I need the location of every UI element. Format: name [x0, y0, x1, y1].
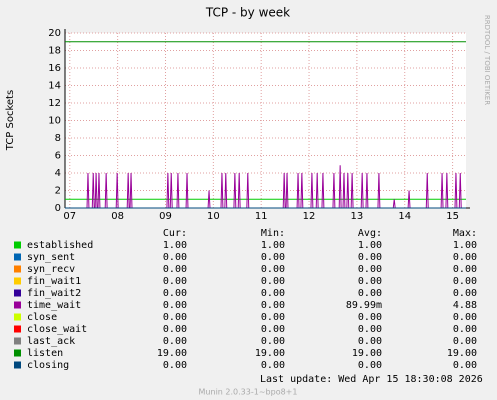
legend-stat: 0.00	[163, 288, 187, 299]
legend-swatch	[14, 289, 21, 297]
legend-label: last_ack	[27, 336, 75, 347]
legend-stat: 89.99m	[346, 300, 382, 311]
x-tick-label: 13	[351, 211, 364, 222]
legend-stat: 0.00	[261, 288, 285, 299]
legend-stat: 0.00	[163, 300, 187, 311]
legend-stat: 0.00	[261, 264, 285, 275]
legend-swatch	[14, 301, 21, 309]
y-tick-label: 16	[48, 63, 61, 74]
legend-stat: 0.00	[358, 276, 382, 287]
legend-stat: 1.00	[358, 240, 382, 251]
legend-stat: 4.88	[453, 300, 477, 311]
chart-title: TCP - by week	[205, 6, 290, 20]
legend-swatch	[14, 253, 21, 261]
y-tick-label: 6	[55, 151, 61, 162]
legend-swatch	[14, 325, 21, 333]
legend-label: syn_sent	[27, 252, 75, 263]
legend-swatch	[14, 277, 21, 285]
legend-stat: 0.00	[163, 252, 187, 263]
legend-label: listen	[27, 348, 63, 359]
y-tick-label: 10	[48, 116, 61, 127]
legend-stat: 0.00	[453, 336, 477, 347]
y-tick-label: 4	[55, 168, 61, 179]
legend-stat: 19.00	[447, 348, 477, 359]
legend-stat: 0.00	[261, 252, 285, 263]
y-axis-label: TCP Sockets	[5, 90, 16, 151]
legend-swatch	[14, 241, 21, 249]
legend-swatch	[14, 361, 21, 369]
legend-stat: 0.00	[358, 312, 382, 323]
legend-stat: 0.00	[261, 336, 285, 347]
legend-column-header: Min:	[261, 228, 285, 239]
legend-stat: 0.00	[453, 252, 477, 263]
legend-column-header: Avg:	[358, 228, 382, 239]
y-tick-label: 14	[48, 81, 61, 92]
legend-stat: 1.00	[163, 240, 187, 251]
legend-column-header: Cur:	[163, 228, 187, 239]
legend-label: closing	[27, 360, 69, 371]
legend-stat: 0.00	[358, 336, 382, 347]
x-tick-label: 12	[303, 211, 316, 222]
legend-stat: 19.00	[352, 348, 382, 359]
legend-column-header: Max:	[453, 228, 477, 239]
legend-stat: 0.00	[453, 360, 477, 371]
legend-label: established	[27, 240, 93, 251]
y-tick-label: 18	[48, 46, 61, 57]
y-tick-label: 2	[55, 186, 61, 197]
legend-stat: 0.00	[163, 324, 187, 335]
legend-stat: 0.00	[453, 276, 477, 287]
footer: Munin 2.0.33-1~bpo8+1	[199, 388, 298, 397]
legend-stat: 0.00	[358, 252, 382, 263]
legend-stat: 19.00	[157, 348, 187, 359]
legend-stat: 19.00	[255, 348, 285, 359]
legend-stat: 0.00	[358, 288, 382, 299]
legend-swatch	[14, 349, 21, 357]
y-tick-label: 0	[55, 203, 61, 214]
side-text: RRDTOOL / TOBI OETIKER	[483, 15, 491, 105]
legend-stat: 0.00	[163, 264, 187, 275]
legend-stat: 0.00	[358, 264, 382, 275]
legend-stat: 0.00	[163, 276, 187, 287]
legend-stat: 0.00	[358, 360, 382, 371]
legend-label: close_wait	[27, 324, 87, 335]
legend-label: close	[27, 312, 57, 323]
y-tick-label: 20	[48, 28, 61, 39]
legend-stat: 0.00	[163, 360, 187, 371]
x-tick-label: 15	[446, 211, 459, 222]
x-tick-label: 10	[207, 211, 220, 222]
legend-stat: 0.00	[163, 336, 187, 347]
x-tick-label: 07	[63, 211, 76, 222]
legend-stat: 0.00	[261, 360, 285, 371]
legend-stat: 0.00	[261, 300, 285, 311]
legend-swatch	[14, 337, 21, 345]
y-tick-label: 8	[55, 133, 61, 144]
legend-stat: 0.00	[261, 312, 285, 323]
legend-stat: 0.00	[453, 288, 477, 299]
legend-swatch	[14, 313, 21, 321]
legend-label: fin_wait2	[27, 288, 81, 299]
legend-stat: 1.00	[261, 240, 285, 251]
legend-label: syn_recv	[27, 264, 75, 275]
x-tick-label: 09	[159, 211, 172, 222]
x-tick-label: 14	[398, 211, 411, 222]
legend-stat: 0.00	[261, 324, 285, 335]
legend-stat: 0.00	[358, 324, 382, 335]
y-tick-label: 12	[48, 98, 61, 109]
x-tick-label: 11	[255, 211, 268, 222]
last-update: Last update: Wed Apr 15 18:30:08 2026	[260, 374, 483, 385]
legend-stat: 1.00	[453, 240, 477, 251]
legend-stat: 0.00	[453, 324, 477, 335]
legend-label: time_wait	[27, 300, 81, 311]
legend-stat: 0.00	[261, 276, 285, 287]
legend-swatch	[14, 265, 21, 273]
legend-stat: 0.00	[163, 312, 187, 323]
x-tick-label: 08	[111, 211, 124, 222]
legend-label: fin_wait1	[27, 276, 81, 287]
legend-stat: 0.00	[453, 312, 477, 323]
legend-stat: 0.00	[453, 264, 477, 275]
